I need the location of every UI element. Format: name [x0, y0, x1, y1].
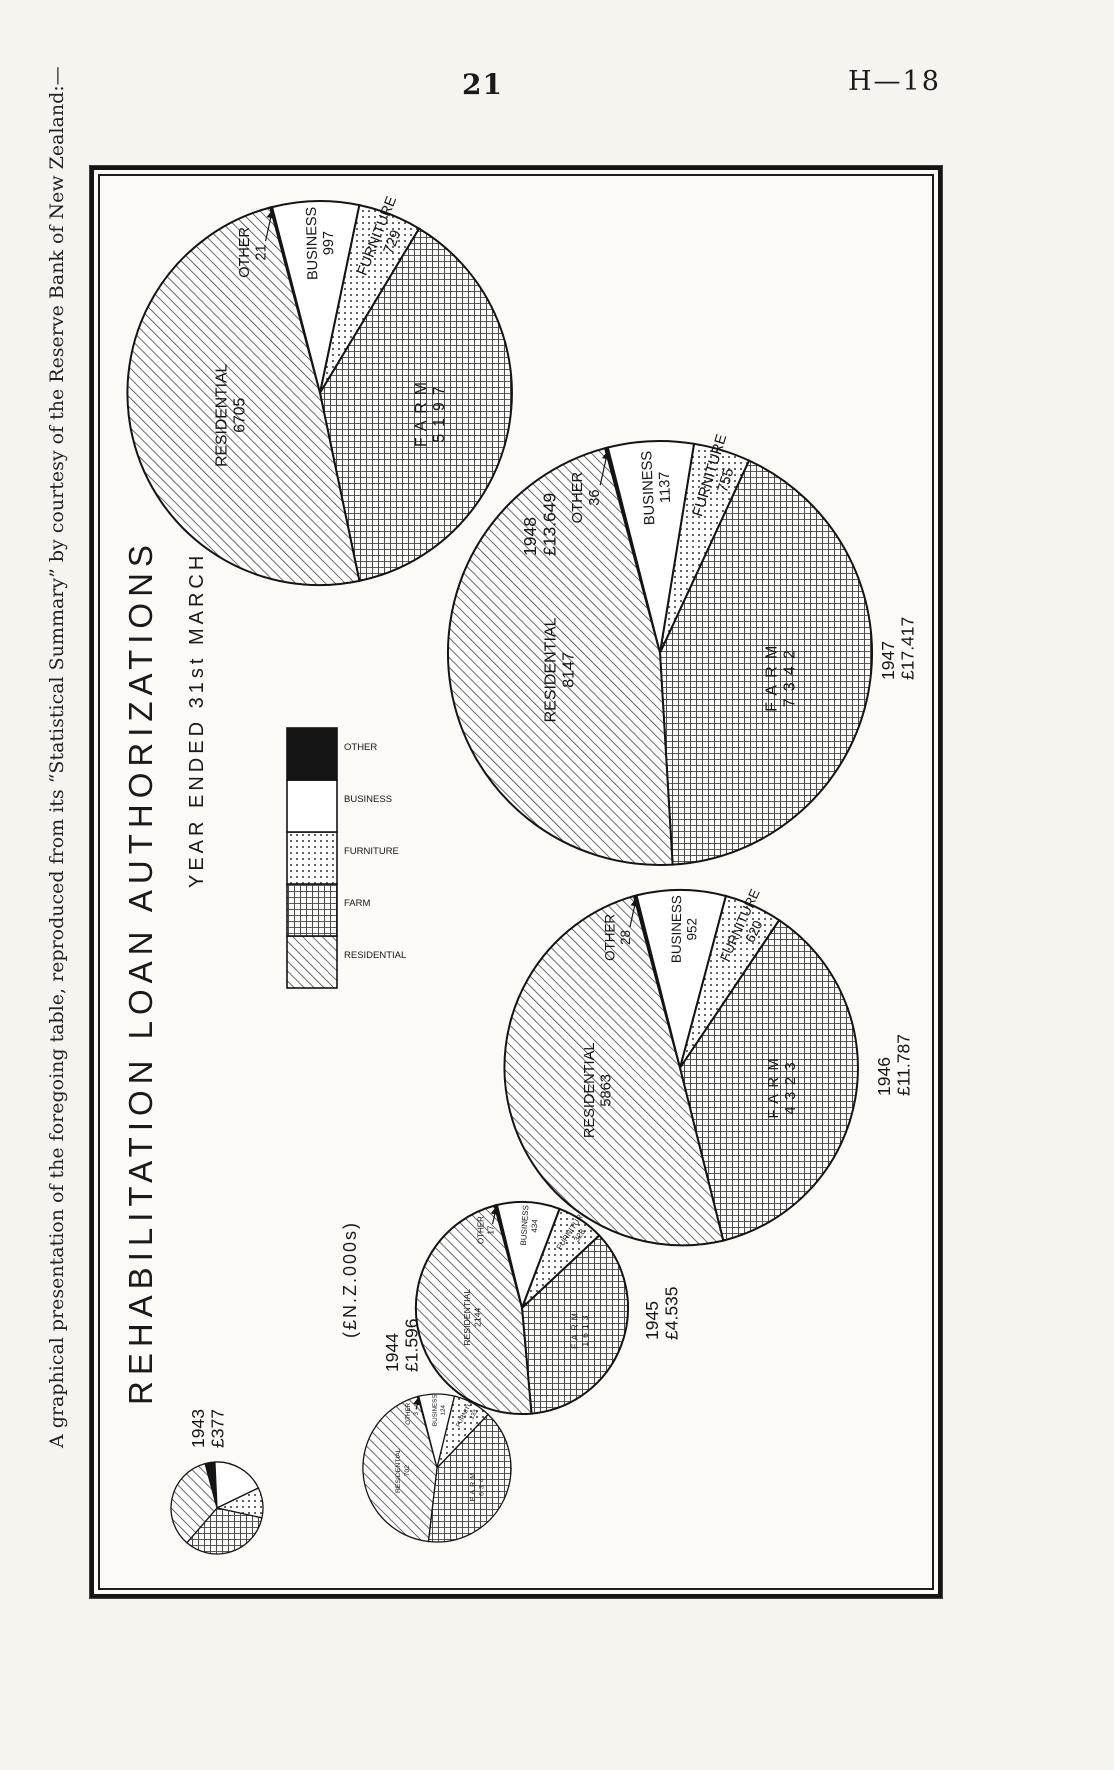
other-arrow-1947: [599, 450, 611, 486]
slice-1946-residential: [503, 894, 725, 1247]
slice-1947-farm: [658, 459, 874, 866]
label-business-1948: BUSINESS997: [304, 206, 338, 280]
rotated-side-note: A graphical presentation of the foregoin…: [46, 66, 68, 1448]
pie-1943: 1943£377: [170, 1409, 264, 1555]
slice-1946-farm: [678, 918, 859, 1242]
label-residential-1946: RESIDENTIAL5863: [582, 1043, 615, 1139]
pie-charts-svg: 1943£377 RESIDENTIAL 702 FARM 634 BUSINESS124…: [126, 194, 918, 1555]
label-business-1944: BUSINESS124: [432, 1394, 447, 1426]
pie-caption-1948: 1948£13.649: [520, 493, 560, 556]
label-farm-1944: FARM 634: [470, 1470, 486, 1501]
label-business-1947: BUSINESS1137: [639, 450, 675, 526]
label-business-1946: BUSINESS952: [669, 895, 700, 963]
legend-label-other: OTHER: [344, 742, 377, 753]
label-farm-1945: FARM1613: [569, 1309, 590, 1349]
chart-frame-inner-rule: REHABILITATION LOAN AUTHORIZATIONS YEAR …: [98, 174, 934, 1590]
other-arrow-1946: [629, 898, 639, 928]
other-arrow-1944: [412, 1396, 422, 1410]
label-farm-1948: FARM5197: [413, 375, 448, 447]
slice-1943-business: [214, 1461, 260, 1510]
other-arrow-1945: [490, 1206, 499, 1225]
slice-1944-residential: [362, 1395, 438, 1543]
pie-caption-1947: 1947£17.417: [878, 617, 918, 680]
rotated-chart-canvas: REHABILITATION LOAN AUTHORIZATIONS YEAR …: [102, 178, 932, 1588]
legend-label-business: BUSINESS: [344, 794, 392, 805]
slice-1944-farm: [427, 1413, 512, 1543]
label-residential-1944: RESIDENTIAL 702: [395, 1448, 411, 1493]
document-reference: H—18: [848, 66, 941, 97]
slice-1943-farm: [185, 1507, 263, 1555]
slice-1943-residential: [170, 1462, 218, 1544]
pie-caption-1944: 1944£1.596: [382, 1318, 422, 1372]
pie-caption-1946: 1946£11.787: [874, 1034, 914, 1096]
legend-swatch-business: [286, 779, 338, 833]
legend-swatch-farm: [286, 883, 338, 937]
pie-caption-1943: 1943£377: [188, 1409, 228, 1448]
label-farm-1947: FARM7342: [764, 638, 799, 711]
label-residential-1945: RESIDENTIAL2144: [462, 1289, 483, 1346]
slice-1947-residential: [446, 446, 674, 866]
page-number: 21: [462, 68, 503, 101]
label-residential-1948: RESIDENTIAL6705: [214, 363, 249, 466]
legend-label-farm: FARM: [344, 898, 370, 909]
label-residential-1947: RESIDENTIAL8147: [542, 617, 577, 722]
label-other-1944: OTHER3: [405, 1402, 420, 1424]
slice-1945-farm: [520, 1234, 629, 1415]
label-other-1945: OTHER17: [476, 1216, 495, 1244]
legend: RESIDENTIAL FARM FURNITURE BUSINESS OTHER: [286, 727, 406, 989]
label-other-1947: OTHER36: [570, 472, 603, 524]
chart-frame: REHABILITATION LOAN AUTHORIZATIONS YEAR …: [90, 166, 942, 1598]
label-business-1945: BUSINESS434: [519, 1205, 540, 1247]
legend-swatch-furniture: [286, 831, 338, 885]
slice-1948-farm: [318, 227, 513, 583]
other-arrow-1948: [264, 209, 275, 242]
label-farm-1946: FARM4323: [766, 1052, 799, 1119]
legend-swatch-other: [286, 727, 338, 781]
slice-1945-residential: [414, 1204, 533, 1416]
slice-1948-residential: [126, 206, 361, 587]
pie-caption-1945: 1945£4.535: [642, 1286, 682, 1340]
label-other-1948: OTHER21: [237, 227, 269, 278]
legend-label-furniture: FURNITURE: [344, 846, 399, 857]
label-other-1946: OTHER28: [603, 914, 633, 961]
legend-swatch-residential: [286, 935, 338, 989]
slice-1946-business: [635, 889, 728, 1072]
legend-label-residential: RESIDENTIAL: [344, 950, 406, 961]
